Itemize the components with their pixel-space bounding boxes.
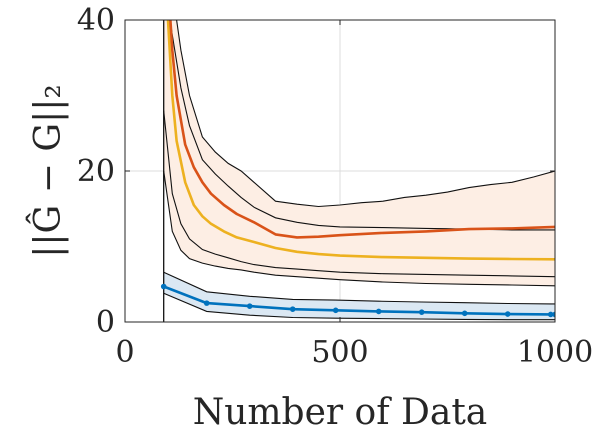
red-series-line: [169, 20, 555, 239]
blue-series-point: [289, 306, 296, 312]
inner-lower-envelope: [163, 110, 555, 278]
blue-series-point: [203, 300, 210, 306]
outer-upper-envelope: [176, 20, 555, 208]
blue-series-point: [418, 309, 425, 315]
y-tick-label: 20: [77, 154, 115, 189]
x-tick-label: 1000: [517, 335, 593, 370]
blue-series-point: [375, 308, 382, 315]
blue-series-point: [246, 303, 253, 309]
plot-area: [160, 20, 555, 322]
orange-series-line: [166, 20, 555, 261]
x-tick-label: 0: [115, 335, 134, 370]
blue-series-point: [552, 311, 555, 318]
y-tick-label: 0: [96, 305, 115, 340]
blue-series-point: [160, 283, 167, 290]
blue-series-point: [504, 311, 511, 317]
y-axis-label: ||Ĝ − G||₂: [27, 84, 69, 258]
axes: 0 500 1000 0 20 40: [77, 3, 593, 370]
y-tick-label: 40: [77, 3, 115, 38]
blue-series-point: [547, 311, 554, 318]
blue-upper-envelope: [163, 271, 555, 305]
x-tick-label: 500: [311, 335, 368, 370]
blue-lower-envelope: [163, 292, 555, 321]
blue-series-point: [332, 307, 339, 314]
inner-upper-envelope: [169, 20, 555, 231]
orange-confidence-band: [163, 20, 555, 286]
blue-series-point: [461, 310, 468, 317]
x-axis-label: Number of Data: [193, 392, 488, 430]
outer-lower-envelope: [163, 170, 555, 287]
